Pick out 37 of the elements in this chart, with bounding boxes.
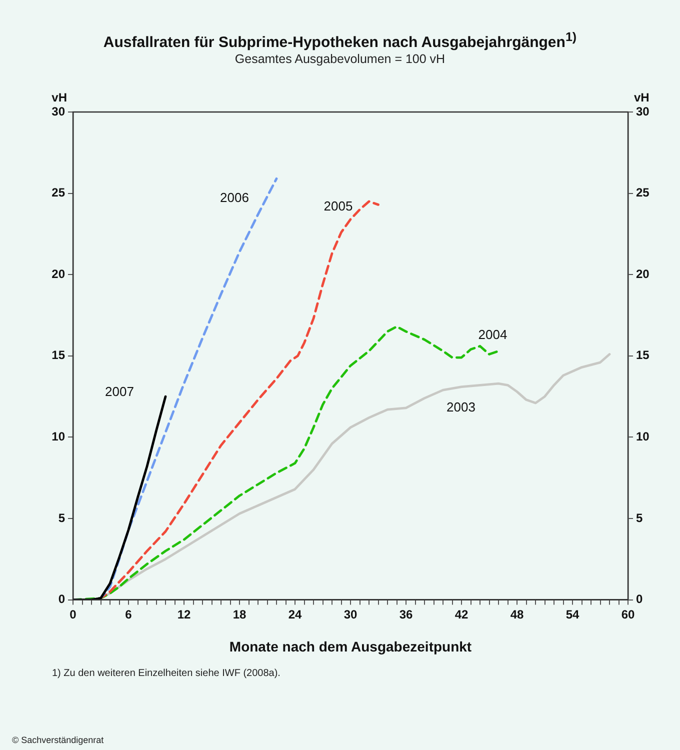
y-axis-title: vH <box>52 90 67 104</box>
x-tick-label: 42 <box>454 607 468 622</box>
chart-subtitle: Gesamtes Ausgabevolumen = 100 vH <box>234 52 446 66</box>
x-tick-label: 54 <box>566 607 580 622</box>
x-axis-title: Monate nach dem Ausgabezeitpunkt <box>229 638 472 654</box>
x-tick-label: 24 <box>288 607 302 622</box>
chart-title: Ausfallraten für Subprime-Hypotheken nach Ausgabejahrgängen$^{1)}$ <box>102 30 578 51</box>
x-tick-label: 36 <box>399 607 413 622</box>
y2-tick-label: 20 <box>636 266 650 281</box>
x-tick-label: 60 <box>621 607 635 622</box>
x-tick-label: 30 <box>344 607 358 622</box>
y2-tick-label: 0 <box>636 592 643 606</box>
x-tick-label: 48 <box>510 607 524 622</box>
y-tick-label: 10 <box>52 430 66 444</box>
series-label: 2005 <box>324 198 353 214</box>
y2-tick-label: 25 <box>636 186 650 200</box>
y2-axis-title: vH <box>634 90 650 104</box>
y-tick-label: 25 <box>52 186 66 200</box>
series-label: 2003 <box>446 400 476 415</box>
x-tick-label: 0 <box>70 607 77 622</box>
y2-tick-label: 5 <box>636 510 643 525</box>
y-tick-label: 30 <box>52 104 66 118</box>
text: 1) Zu den weiteren Einzelheiten siehe IWF (2008a). <box>52 668 280 679</box>
y-tick-label: 5 <box>58 510 66 525</box>
y2-tick-label: 30 <box>636 104 650 118</box>
y-tick-label: 15 <box>52 348 66 362</box>
series-label: 2004 <box>478 326 508 342</box>
y2-tick-label: 15 <box>636 348 650 362</box>
y2-tick-label: 10 <box>636 430 650 444</box>
text: 2007 <box>105 384 134 400</box>
x-tick-label: 18 <box>232 607 246 622</box>
text: © Sachverständigenrat <box>12 735 104 745</box>
y-tick-label: 20 <box>52 266 66 281</box>
series-label: 2006 <box>220 190 249 206</box>
y-tick-label: 0 <box>58 592 66 606</box>
x-tick-label: 6 <box>125 607 132 622</box>
x-tick-label: 12 <box>177 607 191 622</box>
